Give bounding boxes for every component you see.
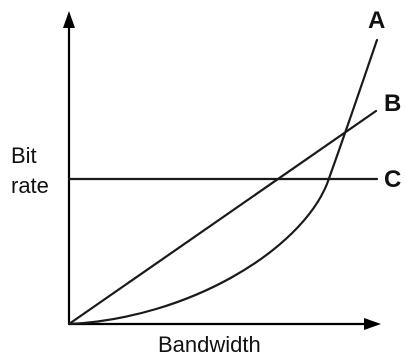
- y-axis-label-line-1: Bit: [11, 143, 37, 168]
- series-b-line: [67, 109, 378, 326]
- series-a-label: A: [368, 7, 385, 34]
- x-axis-arrow: [364, 318, 381, 330]
- x-axis-label: Bandwidth: [158, 332, 261, 357]
- series-a-line: [67, 38, 379, 326]
- y-axis-arrow: [63, 11, 75, 28]
- series-c-label: C: [384, 166, 401, 193]
- y-axis-label-line-2: rate: [11, 173, 49, 198]
- series-b-label: B: [384, 90, 401, 117]
